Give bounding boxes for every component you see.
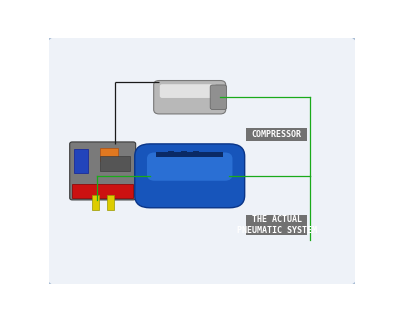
Text: THE ACTUAL
PNEUMATIC SYSTEM: THE ACTUAL PNEUMATIC SYSTEM: [237, 215, 317, 235]
Bar: [72, 184, 133, 198]
Bar: [74, 149, 88, 174]
Bar: [100, 156, 130, 171]
FancyBboxPatch shape: [160, 84, 217, 98]
Bar: [107, 196, 114, 210]
FancyBboxPatch shape: [210, 85, 227, 109]
Bar: [246, 128, 307, 141]
Bar: [168, 151, 175, 157]
Bar: [246, 215, 307, 235]
FancyBboxPatch shape: [70, 142, 136, 200]
FancyBboxPatch shape: [147, 152, 232, 181]
Bar: [180, 151, 187, 157]
Bar: [156, 152, 223, 157]
Text: COMPRESSOR: COMPRESSOR: [252, 130, 302, 139]
Bar: [92, 196, 99, 210]
Bar: [193, 151, 199, 157]
FancyBboxPatch shape: [135, 144, 245, 208]
FancyBboxPatch shape: [46, 36, 358, 286]
Bar: [100, 148, 118, 161]
FancyBboxPatch shape: [154, 80, 226, 114]
